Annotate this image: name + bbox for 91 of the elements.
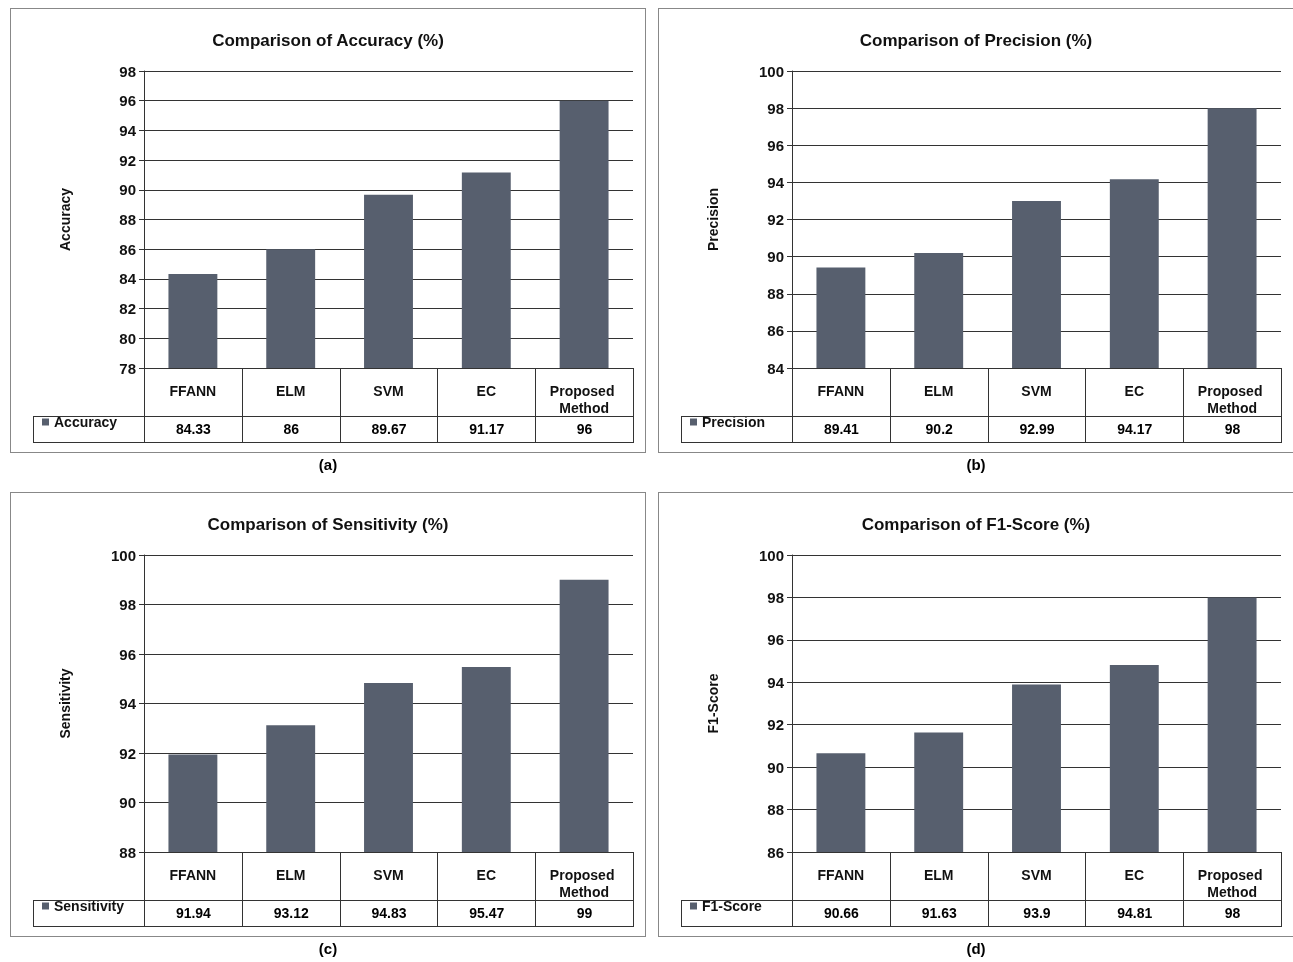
- y-axis-title: Accuracy: [57, 187, 73, 252]
- data-label: 89.67: [339, 416, 439, 443]
- data-label: 84.33: [144, 416, 243, 443]
- x-tick-label: SVM: [1021, 866, 1052, 883]
- y-tick-label: 92: [119, 744, 136, 762]
- y-tick-label: 86: [767, 322, 784, 340]
- text: (b): [965, 456, 987, 473]
- legend-label: Sensitivity: [54, 898, 125, 914]
- x-tick-label: EC: [476, 382, 497, 399]
- y-tick-label: 86: [767, 843, 784, 861]
- y-tick-label: 86: [119, 240, 136, 258]
- y-tick-label: 90: [767, 758, 784, 776]
- data-label: 94.81: [1085, 900, 1185, 927]
- y-tick-label: 88: [767, 801, 784, 819]
- y-tick-label: 82: [119, 300, 136, 318]
- y-axis-title: Precision: [705, 187, 721, 252]
- x-tick-label: ELM: [923, 866, 954, 883]
- legend-label: Accuracy: [54, 414, 118, 430]
- y-tick-label: 98: [119, 596, 136, 613]
- text: (c): [317, 940, 339, 957]
- x-tick-label: SVM: [373, 866, 404, 883]
- legend-label: F1-Score: [702, 898, 763, 914]
- y-tick-label: 100: [758, 546, 784, 564]
- x-tick-label: ELM: [275, 382, 306, 399]
- y-tick-label: 90: [119, 794, 136, 811]
- x-tick-label: EC: [1124, 382, 1145, 399]
- data-label: 91.17: [437, 416, 537, 443]
- x-tick-label: Proposed Method: [549, 866, 619, 900]
- y-tick-label: 88: [119, 843, 136, 861]
- y-tick-label: 96: [767, 631, 784, 649]
- x-tick-label: FFANN: [817, 866, 865, 883]
- y-axis-title: F1-Score: [705, 673, 721, 734]
- x-tick-label: SVM: [1021, 382, 1052, 399]
- legend-label: Precision: [702, 414, 766, 430]
- data-label: 93.12: [241, 900, 341, 927]
- y-tick-label: 92: [767, 211, 784, 228]
- y-tick-label: 92: [119, 151, 136, 169]
- x-tick-label: FFANN: [169, 382, 217, 399]
- chart-title: Comparison of Precision (%): [859, 31, 1093, 50]
- y-tick-label: 90: [119, 181, 136, 199]
- data-label: 90.2: [889, 416, 989, 443]
- x-tick-label: FFANN: [817, 382, 865, 399]
- chart-title: Comparison of Accuracy (%): [212, 31, 444, 50]
- x-tick-label: EC: [1124, 866, 1145, 883]
- y-tick-label: 98: [767, 99, 784, 117]
- x-tick-label: Proposed Method: [1197, 382, 1267, 416]
- y-tick-label: 78: [119, 359, 136, 377]
- y-tick-label: 96: [767, 136, 784, 154]
- x-tick-label: Proposed Method: [1197, 866, 1267, 900]
- y-tick-label: 100: [758, 62, 784, 80]
- y-tick-label: 80: [119, 329, 136, 347]
- text: (d): [965, 940, 987, 957]
- y-tick-label: 94: [119, 121, 137, 139]
- data-label: 95.47: [437, 900, 537, 927]
- y-tick-label: 88: [767, 285, 784, 303]
- y-tick-label: 84: [767, 359, 785, 377]
- x-tick-label: Proposed Method: [549, 382, 619, 416]
- data-label: 89.41: [792, 416, 891, 443]
- x-tick-label: ELM: [923, 382, 954, 399]
- y-tick-label: 98: [767, 588, 784, 606]
- y-tick-label: 94: [767, 673, 785, 691]
- data-label: 98: [1183, 900, 1282, 927]
- data-label: 86: [241, 416, 341, 443]
- y-tick-label: 84: [119, 270, 137, 288]
- data-label: 94.83: [339, 900, 439, 927]
- x-tick-label: ELM: [275, 866, 306, 883]
- data-label: 96: [535, 416, 634, 443]
- y-tick-label: 94: [767, 173, 785, 191]
- chart-title: Comparison of F1-Score (%): [861, 515, 1091, 534]
- x-tick-label: SVM: [373, 382, 404, 399]
- data-label: 93.9: [987, 900, 1087, 927]
- data-label: 94.17: [1085, 416, 1185, 443]
- y-tick-label: 88: [119, 211, 136, 228]
- y-tick-label: 94: [119, 695, 137, 712]
- y-tick-label: 90: [767, 248, 784, 266]
- data-label: 91.94: [144, 900, 243, 927]
- data-label: 99: [535, 900, 634, 927]
- data-label: 90.66: [792, 900, 891, 927]
- data-label: 98: [1183, 416, 1282, 443]
- y-tick-label: 100: [110, 546, 136, 564]
- y-tick-label: 96: [119, 645, 136, 663]
- x-tick-label: EC: [476, 866, 497, 883]
- text: (a): [317, 456, 339, 473]
- y-tick-label: 96: [119, 92, 136, 110]
- x-tick-label: FFANN: [169, 866, 217, 883]
- y-tick-label: 98: [119, 62, 136, 80]
- y-tick-label: 92: [767, 716, 784, 734]
- y-axis-title: Sensitivity: [57, 668, 73, 739]
- data-label: 92.99: [987, 416, 1087, 443]
- chart-title: Comparison of Sensitivity (%): [207, 515, 449, 534]
- data-label: 91.63: [889, 900, 989, 927]
